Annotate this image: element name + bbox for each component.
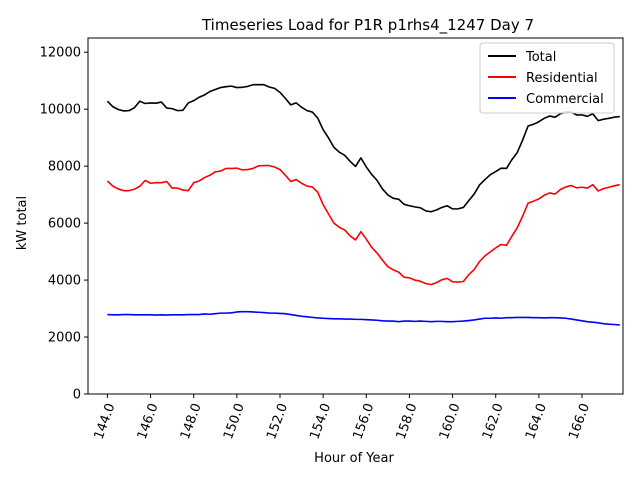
x-tick-label: 148.0 [178,401,205,441]
y-tick-label: 0 [73,388,81,403]
y-tick-label: 6000 [48,217,81,232]
axes-frame [87,37,624,395]
y-ticks: 0 2000 4000 6000 8000 10000 12000 [40,46,88,403]
y-tick-label: 8000 [48,160,81,175]
x-tick-label: 164.0 [523,401,550,441]
x-tick-label: 150.0 [221,401,248,441]
x-tick-label: 160.0 [437,401,464,441]
y-tick-label: 12000 [40,46,81,61]
x-ticks: 144.0 146.0 148.0 150.0 152.0 154.0 156.0 158.0… [92,394,593,442]
legend-label-total: Total [525,50,556,65]
x-tick-label: 144.0 [92,401,119,441]
x-tick-label: 166.0 [566,401,593,441]
chart-title: Timeseries Load for P1R p1rhs4_1247 Day … [201,16,534,35]
legend: Total Residential Commercial [479,42,615,114]
x-axis-label: Hour of Year [314,451,394,466]
x-tick-label: 158.0 [394,401,421,441]
y-tick-label: 10000 [40,103,81,118]
x-tick-label: 152.0 [264,401,291,441]
legend-label-residential: Residential [526,71,598,86]
plot-lines [106,83,620,326]
series-line-commercial [107,310,620,326]
x-tick-label: 154.0 [307,401,334,441]
x-tick-label: 146.0 [135,401,162,441]
x-tick-label: 156.0 [351,401,378,441]
x-tick-label: 162.0 [480,401,507,441]
legend-label-commercial: Commercial [526,92,604,107]
series-line-residential [106,164,620,286]
series-line-total [106,83,620,213]
legend-frame [479,42,615,114]
y-tick-label: 4000 [48,274,81,289]
y-tick-label: 2000 [48,331,81,346]
y-axis-label: kW total [15,196,30,250]
